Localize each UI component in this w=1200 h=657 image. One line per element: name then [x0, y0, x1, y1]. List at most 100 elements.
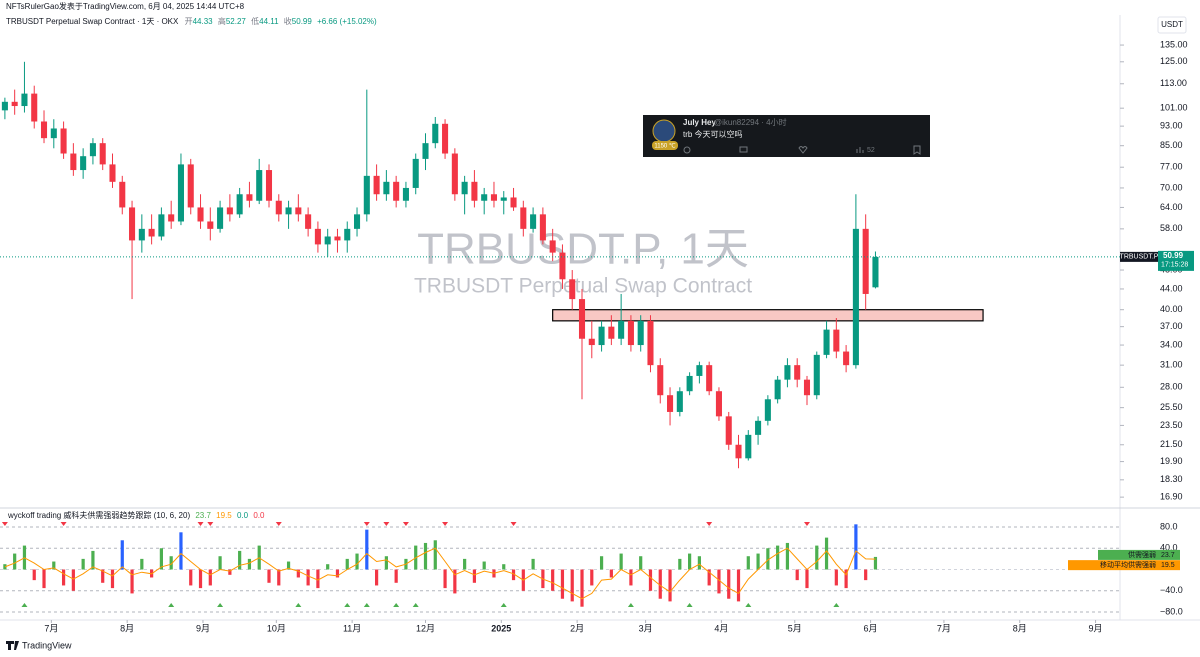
- x-tick-label: 10月: [267, 623, 286, 633]
- x-tick-label: 4月: [714, 623, 728, 633]
- y-tick-label: 85.00: [1160, 140, 1183, 150]
- candle-body: [539, 214, 546, 241]
- histogram-bar: [815, 545, 819, 570]
- candle-body: [442, 123, 449, 154]
- histogram-bar: [169, 556, 173, 570]
- y-tick-label: 23.50: [1160, 420, 1183, 430]
- candle-body: [373, 175, 380, 195]
- candle-body: [305, 214, 312, 229]
- y-tick-label: 44.00: [1160, 283, 1183, 293]
- y-tick-label: −80.0: [1160, 606, 1183, 616]
- candle-body: [872, 256, 879, 288]
- candle-body: [588, 338, 595, 346]
- sell-signal: [383, 522, 390, 526]
- low-label: 低: [251, 16, 259, 26]
- histogram-bar: [502, 564, 506, 570]
- sell-signal: [207, 522, 214, 526]
- sell-signal: [275, 522, 282, 526]
- histogram-bar: [795, 569, 799, 581]
- ma-line: [4, 547, 876, 600]
- x-tick-label: 7月: [44, 623, 58, 633]
- currency-box[interactable]: [1157, 16, 1187, 34]
- candle-body: [11, 101, 18, 107]
- y-tick-label: 125.00: [1160, 56, 1188, 66]
- candle-body: [138, 228, 145, 241]
- candle-body: [862, 228, 869, 294]
- candle-body: [226, 207, 233, 215]
- sell-signal: [60, 522, 67, 526]
- histogram-bar: [277, 569, 281, 586]
- y-tick-label: 19.90: [1160, 456, 1183, 466]
- histogram-bar: [423, 542, 428, 570]
- candle-body: [520, 207, 527, 229]
- histogram-bar: [511, 569, 516, 581]
- candle-body: [745, 434, 752, 459]
- candle-body: [578, 299, 586, 339]
- buy-signal: [745, 603, 752, 607]
- histogram-bar: [482, 561, 486, 570]
- x-tick-label: 2025: [491, 623, 511, 633]
- candle-body: [344, 228, 351, 241]
- buy-signal: [21, 603, 28, 607]
- indicator-extra: 0.0: [253, 511, 265, 520]
- histogram-bar: [785, 542, 790, 570]
- series-name-bg: [1098, 549, 1158, 560]
- like-icon[interactable]: [798, 146, 808, 154]
- histogram-bar: [208, 569, 212, 586]
- candle-body: [490, 194, 498, 201]
- publisher: NFTsRulerGao发表于TradingView.com, 6月 04, 2…: [6, 1, 245, 11]
- candle-body: [187, 164, 194, 208]
- histogram-bar: [42, 569, 46, 589]
- histogram-bar: [433, 540, 437, 570]
- histogram-bar: [766, 548, 770, 570]
- candle-body: [461, 181, 468, 195]
- candle-body: [314, 228, 321, 245]
- histogram-bar: [756, 553, 760, 570]
- series-name: 供需强弱: [1128, 550, 1156, 559]
- histogram-bar: [864, 569, 868, 581]
- symbol-line: TRBUSDT Perpetual Swap Contract · 1天 · O…: [6, 17, 179, 26]
- candle-body: [275, 200, 282, 215]
- candle-body: [794, 365, 801, 380]
- histogram-bar: [463, 558, 467, 570]
- buy-signal: [833, 603, 840, 607]
- candle-body: [500, 197, 507, 201]
- retweet-icon[interactable]: [739, 146, 748, 153]
- histogram-bar: [844, 569, 848, 589]
- series-value: 23.7: [1161, 552, 1175, 559]
- buy-signal: [627, 603, 634, 607]
- histogram-bar: [120, 540, 124, 570]
- histogram-bar: [394, 569, 398, 583]
- candle-body: [246, 194, 253, 201]
- histogram-bar: [179, 532, 183, 570]
- series-value-bg: [1158, 549, 1180, 560]
- series-name-bg: [1068, 560, 1158, 571]
- histogram-bar: [365, 529, 369, 570]
- candle-body: [559, 252, 566, 280]
- price-zone[interactable]: [552, 309, 984, 322]
- candle-body: [353, 214, 361, 229]
- candle-body: [402, 187, 409, 201]
- x-tick-label: 9月: [196, 623, 210, 633]
- histogram-bar: [218, 556, 222, 570]
- buy-signal: [363, 603, 370, 607]
- histogram-bar: [267, 569, 271, 583]
- candle-body: [627, 320, 634, 346]
- y-tick-label: 21.50: [1160, 439, 1183, 449]
- candle-body: [1, 101, 8, 111]
- indicator-title: wyckoff trading 威科夫供需强弱趋势跟踪 (10, 6, 20): [7, 510, 190, 520]
- candle-body: [324, 236, 331, 245]
- x-tick-label: 6月: [864, 623, 878, 633]
- last-price-label: 50.99: [1163, 251, 1184, 260]
- histogram-bar: [668, 569, 672, 602]
- reply-icon[interactable]: [683, 146, 691, 154]
- histogram-bar: [658, 569, 662, 599]
- candle-body: [158, 214, 165, 237]
- histogram-bar: [472, 569, 477, 583]
- candle-body: [236, 194, 243, 215]
- histogram-bar: [443, 569, 447, 589]
- candle-body: [764, 399, 771, 421]
- bookmark-icon[interactable]: [913, 145, 921, 155]
- tweet-card[interactable]: 1150 ℃ July Hey @ikun82294 · 4小时 trb 今天可…: [643, 115, 930, 157]
- tweet-views: 52: [867, 147, 875, 154]
